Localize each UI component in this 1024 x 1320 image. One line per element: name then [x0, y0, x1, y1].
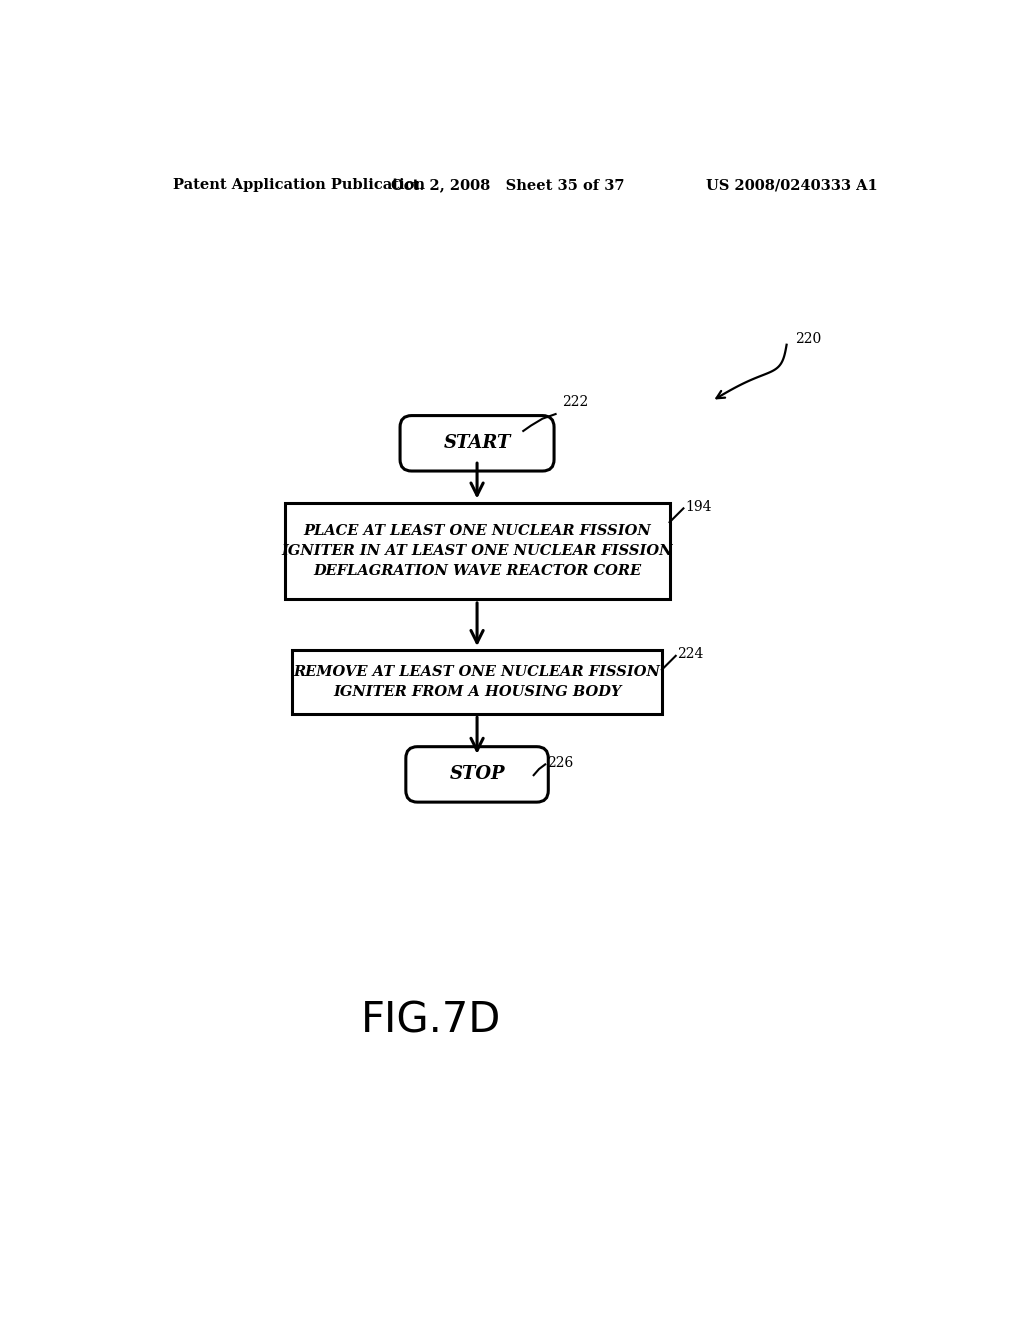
FancyBboxPatch shape — [285, 503, 670, 599]
Text: 224: 224 — [677, 647, 703, 661]
Text: Oct. 2, 2008   Sheet 35 of 37: Oct. 2, 2008 Sheet 35 of 37 — [391, 178, 625, 193]
Text: Patent Application Publication: Patent Application Publication — [173, 178, 425, 193]
Text: START: START — [443, 434, 511, 453]
FancyBboxPatch shape — [292, 651, 662, 714]
Text: REMOVE AT LEAST ONE NUCLEAR FISSION
IGNITER FROM A HOUSING BODY: REMOVE AT LEAST ONE NUCLEAR FISSION IGNI… — [294, 665, 660, 700]
Text: 222: 222 — [562, 395, 588, 409]
Text: 194: 194 — [685, 500, 712, 513]
Text: STOP: STOP — [450, 766, 505, 783]
Text: PLACE AT LEAST ONE NUCLEAR FISSION
IGNITER IN AT LEAST ONE NUCLEAR FISSION
DEFLA: PLACE AT LEAST ONE NUCLEAR FISSION IGNIT… — [282, 524, 673, 578]
FancyBboxPatch shape — [400, 416, 554, 471]
Text: FIG.7D: FIG.7D — [360, 999, 501, 1041]
Text: 226: 226 — [547, 756, 573, 770]
Text: US 2008/0240333 A1: US 2008/0240333 A1 — [706, 178, 878, 193]
Text: 220: 220 — [795, 333, 821, 346]
FancyBboxPatch shape — [406, 747, 548, 803]
